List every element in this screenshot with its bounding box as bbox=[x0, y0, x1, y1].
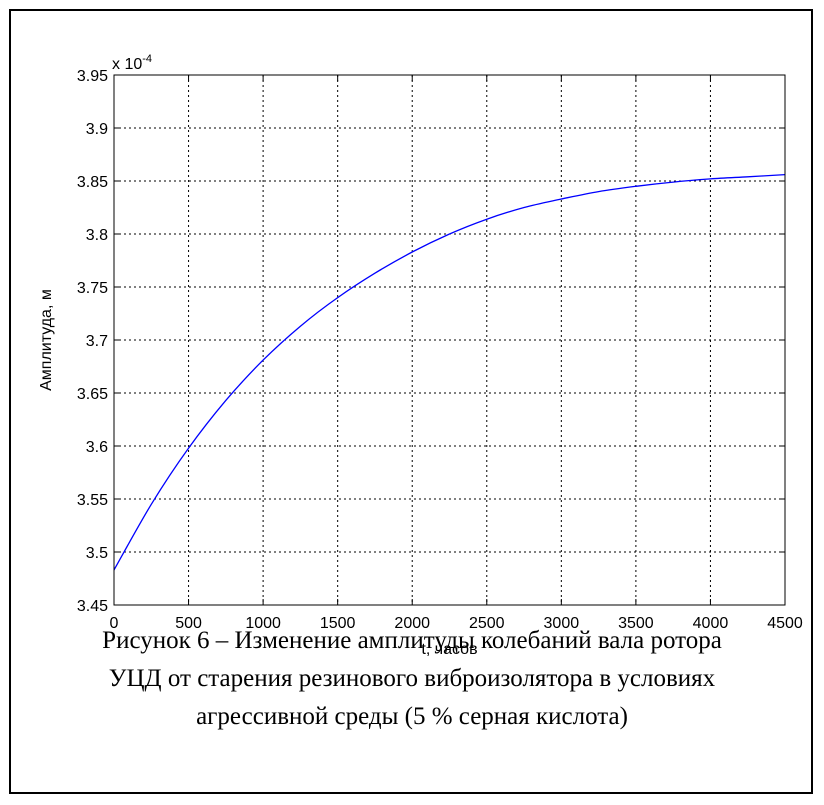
x-tick-label: 2500 bbox=[469, 615, 505, 632]
x-tick-label: 4500 bbox=[767, 615, 803, 632]
exponent-base: x 10 bbox=[112, 56, 142, 73]
y-tick-label: 3.65 bbox=[77, 386, 108, 403]
exponent-label: x 10-4 bbox=[112, 53, 152, 73]
y-tick-label: 3.75 bbox=[77, 280, 108, 297]
caption-line-3: агрессивной среды (5 % серная кислота) bbox=[196, 703, 628, 730]
y-tick-label: 3.55 bbox=[77, 492, 108, 509]
exponent-power: -4 bbox=[142, 53, 152, 65]
y-tick-label: 3.45 bbox=[77, 598, 108, 615]
data-point bbox=[598, 191, 599, 192]
x-tick-label: 0 bbox=[110, 615, 119, 632]
y-tick-label: 3.85 bbox=[77, 174, 108, 191]
data-point bbox=[412, 252, 413, 253]
y-axis-label: Амплитуда, м bbox=[38, 289, 55, 391]
x-tick-label: 2000 bbox=[394, 615, 430, 632]
x-tick-label: 1500 bbox=[320, 615, 356, 632]
data-point bbox=[225, 400, 226, 401]
figure-caption: Рисунок 6 – Изменение амплитуды колебани… bbox=[0, 622, 824, 736]
tick-marks bbox=[113, 74, 786, 606]
data-point bbox=[263, 360, 264, 361]
data-point bbox=[524, 207, 525, 208]
series-line bbox=[113, 173, 786, 571]
data-point bbox=[635, 186, 636, 187]
x-tick-label: 3000 bbox=[544, 615, 580, 632]
curve-layer bbox=[113, 173, 786, 571]
data-point bbox=[300, 326, 301, 327]
grid bbox=[114, 75, 785, 605]
caption-line-2: УЦД от старения резинового виброизолятор… bbox=[108, 665, 716, 692]
y-tick-label: 3.7 bbox=[86, 333, 108, 350]
x-tick-label: 4000 bbox=[693, 615, 729, 632]
data-point bbox=[337, 297, 338, 298]
x-tick-label: 500 bbox=[175, 615, 202, 632]
data-point bbox=[449, 234, 450, 235]
x-axis-label: t, часов bbox=[421, 641, 477, 658]
data-point bbox=[374, 273, 375, 274]
data-point bbox=[747, 176, 748, 177]
y-tick-label: 3.5 bbox=[86, 545, 108, 562]
data-point bbox=[673, 182, 674, 183]
caption-line-1: Рисунок 6 – Изменение амплитуды колебани… bbox=[102, 627, 722, 654]
x-tick-label: 3500 bbox=[618, 615, 654, 632]
data-point bbox=[486, 219, 487, 220]
data-point bbox=[710, 178, 711, 179]
y-tick-label: 3.9 bbox=[86, 121, 108, 138]
data-point bbox=[188, 448, 189, 449]
y-tick-label: 3.95 bbox=[77, 68, 108, 85]
x-tick-label: 1000 bbox=[245, 615, 281, 632]
data-point bbox=[561, 199, 562, 200]
y-tick-label: 3.8 bbox=[86, 227, 108, 244]
y-tick-labels: 3.45 3.5 3.55 3.6 3.65 3.7 3.75 3.8 3.85 3.9 3.95 bbox=[77, 68, 108, 615]
y-tick-label: 3.6 bbox=[86, 439, 108, 456]
data-point bbox=[151, 504, 152, 505]
x-tick-labels: 0 500 1000 1500 2000 2500 3000 3500 4000 4500 bbox=[110, 615, 803, 632]
